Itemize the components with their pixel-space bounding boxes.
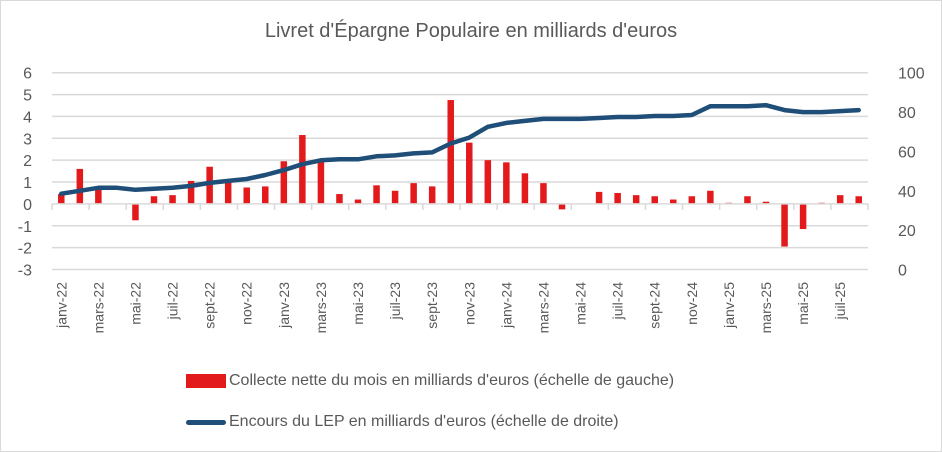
bar xyxy=(595,191,603,204)
x-tick-label: mars-24 xyxy=(535,282,551,334)
x-tick-label: mai-22 xyxy=(127,282,143,325)
bar xyxy=(206,166,213,204)
bar xyxy=(76,168,84,204)
right-tick-label: 60 xyxy=(898,144,916,161)
x-tick-label: juil-24 xyxy=(610,282,626,321)
bar xyxy=(632,195,640,204)
line-series xyxy=(59,102,861,196)
bar xyxy=(428,186,436,204)
left-tick-label: 4 xyxy=(23,109,32,126)
left-tick-label: 0 xyxy=(23,197,32,214)
bar xyxy=(799,203,807,230)
right-tick-label: 100 xyxy=(898,66,925,83)
bar xyxy=(503,162,510,204)
bar xyxy=(317,160,325,204)
x-axis: janv-22 mars-22 mai-22 juil-22 sept-22 nov-22… xyxy=(51,203,869,334)
left-tick-label: 3 xyxy=(23,131,32,148)
left-tick-label: -3 xyxy=(18,263,32,280)
bar xyxy=(410,183,417,204)
x-tick-label: nov-23 xyxy=(461,282,477,325)
bar xyxy=(855,196,862,204)
left-tick-label: 1 xyxy=(23,175,32,192)
chart-title: Livret d'Épargne Populaire en milliards … xyxy=(264,20,678,42)
bar xyxy=(540,183,547,204)
bar xyxy=(651,196,658,204)
bar xyxy=(762,201,770,204)
x-tick-label: juil-22 xyxy=(165,282,181,321)
bar xyxy=(280,161,288,204)
bar xyxy=(299,135,306,204)
legend-item-bars: Collecte nette du mois en milliards d'eu… xyxy=(186,372,674,390)
bar xyxy=(243,187,250,204)
bar xyxy=(688,196,696,204)
bar xyxy=(187,180,195,204)
x-tick-label: mars-22 xyxy=(90,282,106,334)
bar xyxy=(95,188,102,204)
x-tick-label: nov-24 xyxy=(684,282,700,325)
bar xyxy=(224,182,232,204)
legend-swatch-line xyxy=(186,419,226,425)
bar xyxy=(744,196,751,204)
bar xyxy=(336,194,343,204)
left-tick-label: 6 xyxy=(23,66,32,83)
x-tick-label: juil-23 xyxy=(387,282,403,321)
left-tick-label: 2 xyxy=(23,153,32,170)
bar xyxy=(707,190,714,204)
gridlines xyxy=(52,71,868,271)
left-tick-label: -1 xyxy=(18,219,32,236)
bar xyxy=(132,203,139,221)
legend-swatch-bar xyxy=(186,374,226,388)
left-axis: 6 5 4 3 2 1 0 -1 -2 -3 xyxy=(18,66,32,280)
bar xyxy=(484,160,492,204)
x-tick-label: sept-22 xyxy=(202,282,218,329)
legend-item-line: Encours du LEP en milliards d'euros (éch… xyxy=(186,413,619,431)
right-tick-label: 80 xyxy=(898,105,916,122)
bar xyxy=(466,142,473,204)
bar xyxy=(614,192,621,204)
bar xyxy=(521,173,529,204)
x-tick-label: mai-23 xyxy=(350,282,366,325)
right-axis: 100 80 60 40 20 0 xyxy=(898,66,925,280)
x-tick-label: mars-25 xyxy=(758,282,774,334)
bar xyxy=(558,203,566,210)
x-tick-label: janv-25 xyxy=(721,282,737,329)
left-tick-label: 5 xyxy=(23,88,32,105)
bar xyxy=(447,100,454,204)
left-tick-label: -2 xyxy=(18,241,32,258)
bar xyxy=(781,203,788,247)
x-tick-label: sept-23 xyxy=(424,282,440,329)
legend-label-bars: Collecte nette du mois en milliards d'eu… xyxy=(229,372,675,389)
right-tick-label: 0 xyxy=(898,263,907,280)
bar xyxy=(354,199,362,204)
x-tick-label: nov-22 xyxy=(239,282,255,325)
x-tick-label: juil-25 xyxy=(832,282,848,321)
x-tick-label: mai-25 xyxy=(795,282,811,325)
x-tick-label: janv-23 xyxy=(276,282,292,329)
bar xyxy=(150,196,158,204)
encours-line xyxy=(59,102,861,196)
right-tick-label: 40 xyxy=(898,184,916,201)
x-tick-label: janv-22 xyxy=(53,282,69,329)
bar-series xyxy=(58,100,862,247)
right-tick-label: 20 xyxy=(898,223,916,240)
bar xyxy=(670,199,677,204)
x-tick-label: sept-24 xyxy=(647,282,663,329)
bar xyxy=(169,195,176,204)
legend-label-line: Encours du LEP en milliards d'euros (éch… xyxy=(229,413,619,430)
bar xyxy=(262,186,269,204)
bar xyxy=(58,194,65,204)
bar xyxy=(373,185,380,204)
bar xyxy=(836,195,844,204)
x-tick-label: mars-23 xyxy=(313,282,329,334)
x-tick-label: mai-24 xyxy=(573,282,589,325)
x-tick-label: janv-24 xyxy=(498,282,514,329)
bar xyxy=(391,190,399,204)
